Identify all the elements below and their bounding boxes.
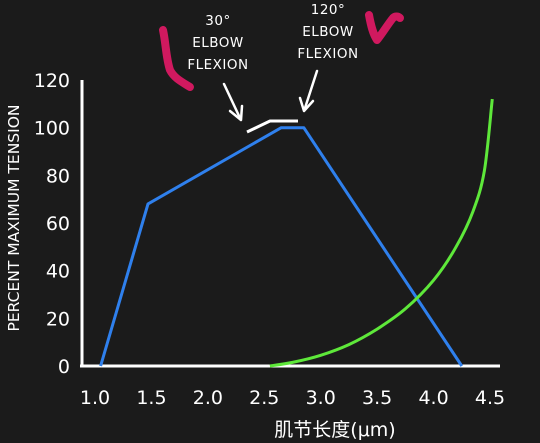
y-tick-label: 60 [46, 213, 70, 235]
plateau-range-marker [246, 119, 298, 134]
annotation-120-line1: 120° [311, 2, 346, 18]
x-axis-title: 肌节长度(μm) [274, 419, 395, 441]
arrow-120-icon [298, 69, 319, 113]
series-line-blue [99, 126, 464, 367]
arrow-30-icon [222, 82, 244, 122]
series-line-green [269, 98, 494, 368]
annotation-30-line3: FLEXION [187, 57, 248, 73]
x-tick-label: 2.0 [193, 387, 223, 409]
axis-ticks: 1.0 1.5 2.0 2.5 3.0 3.5 4.0 4.5 0 20 40 60 80 100 120 [34, 70, 505, 409]
x-tick-label: 1.5 [136, 387, 166, 409]
y-tick-label: 20 [46, 308, 70, 330]
annotation-30-line1: 30° [205, 13, 230, 29]
annotation-30-line2: ELBOW [192, 35, 244, 51]
annotation-120-line2: ELBOW [302, 24, 354, 40]
handwritten-mark-left [159, 26, 194, 91]
x-tick-label: 2.5 [249, 387, 279, 409]
data-series [99, 98, 494, 368]
y-tick-label: 0 [58, 356, 70, 378]
x-tick-label: 4.5 [475, 387, 505, 409]
handwritten-check-mark [365, 11, 404, 44]
y-tick-label: 80 [46, 165, 70, 187]
x-tick-label: 1.0 [80, 387, 110, 409]
annotation-120-line3: FLEXION [297, 46, 358, 62]
y-axis-title: PERCENT MAXIMUM TENSION [5, 105, 23, 332]
y-tick-label: 120 [34, 70, 70, 92]
x-tick-label: 4.0 [418, 387, 448, 409]
x-tick-label: 3.0 [306, 387, 336, 409]
x-tick-label: 3.5 [362, 387, 392, 409]
y-tick-label: 100 [34, 118, 70, 140]
y-tick-label: 40 [46, 261, 70, 283]
